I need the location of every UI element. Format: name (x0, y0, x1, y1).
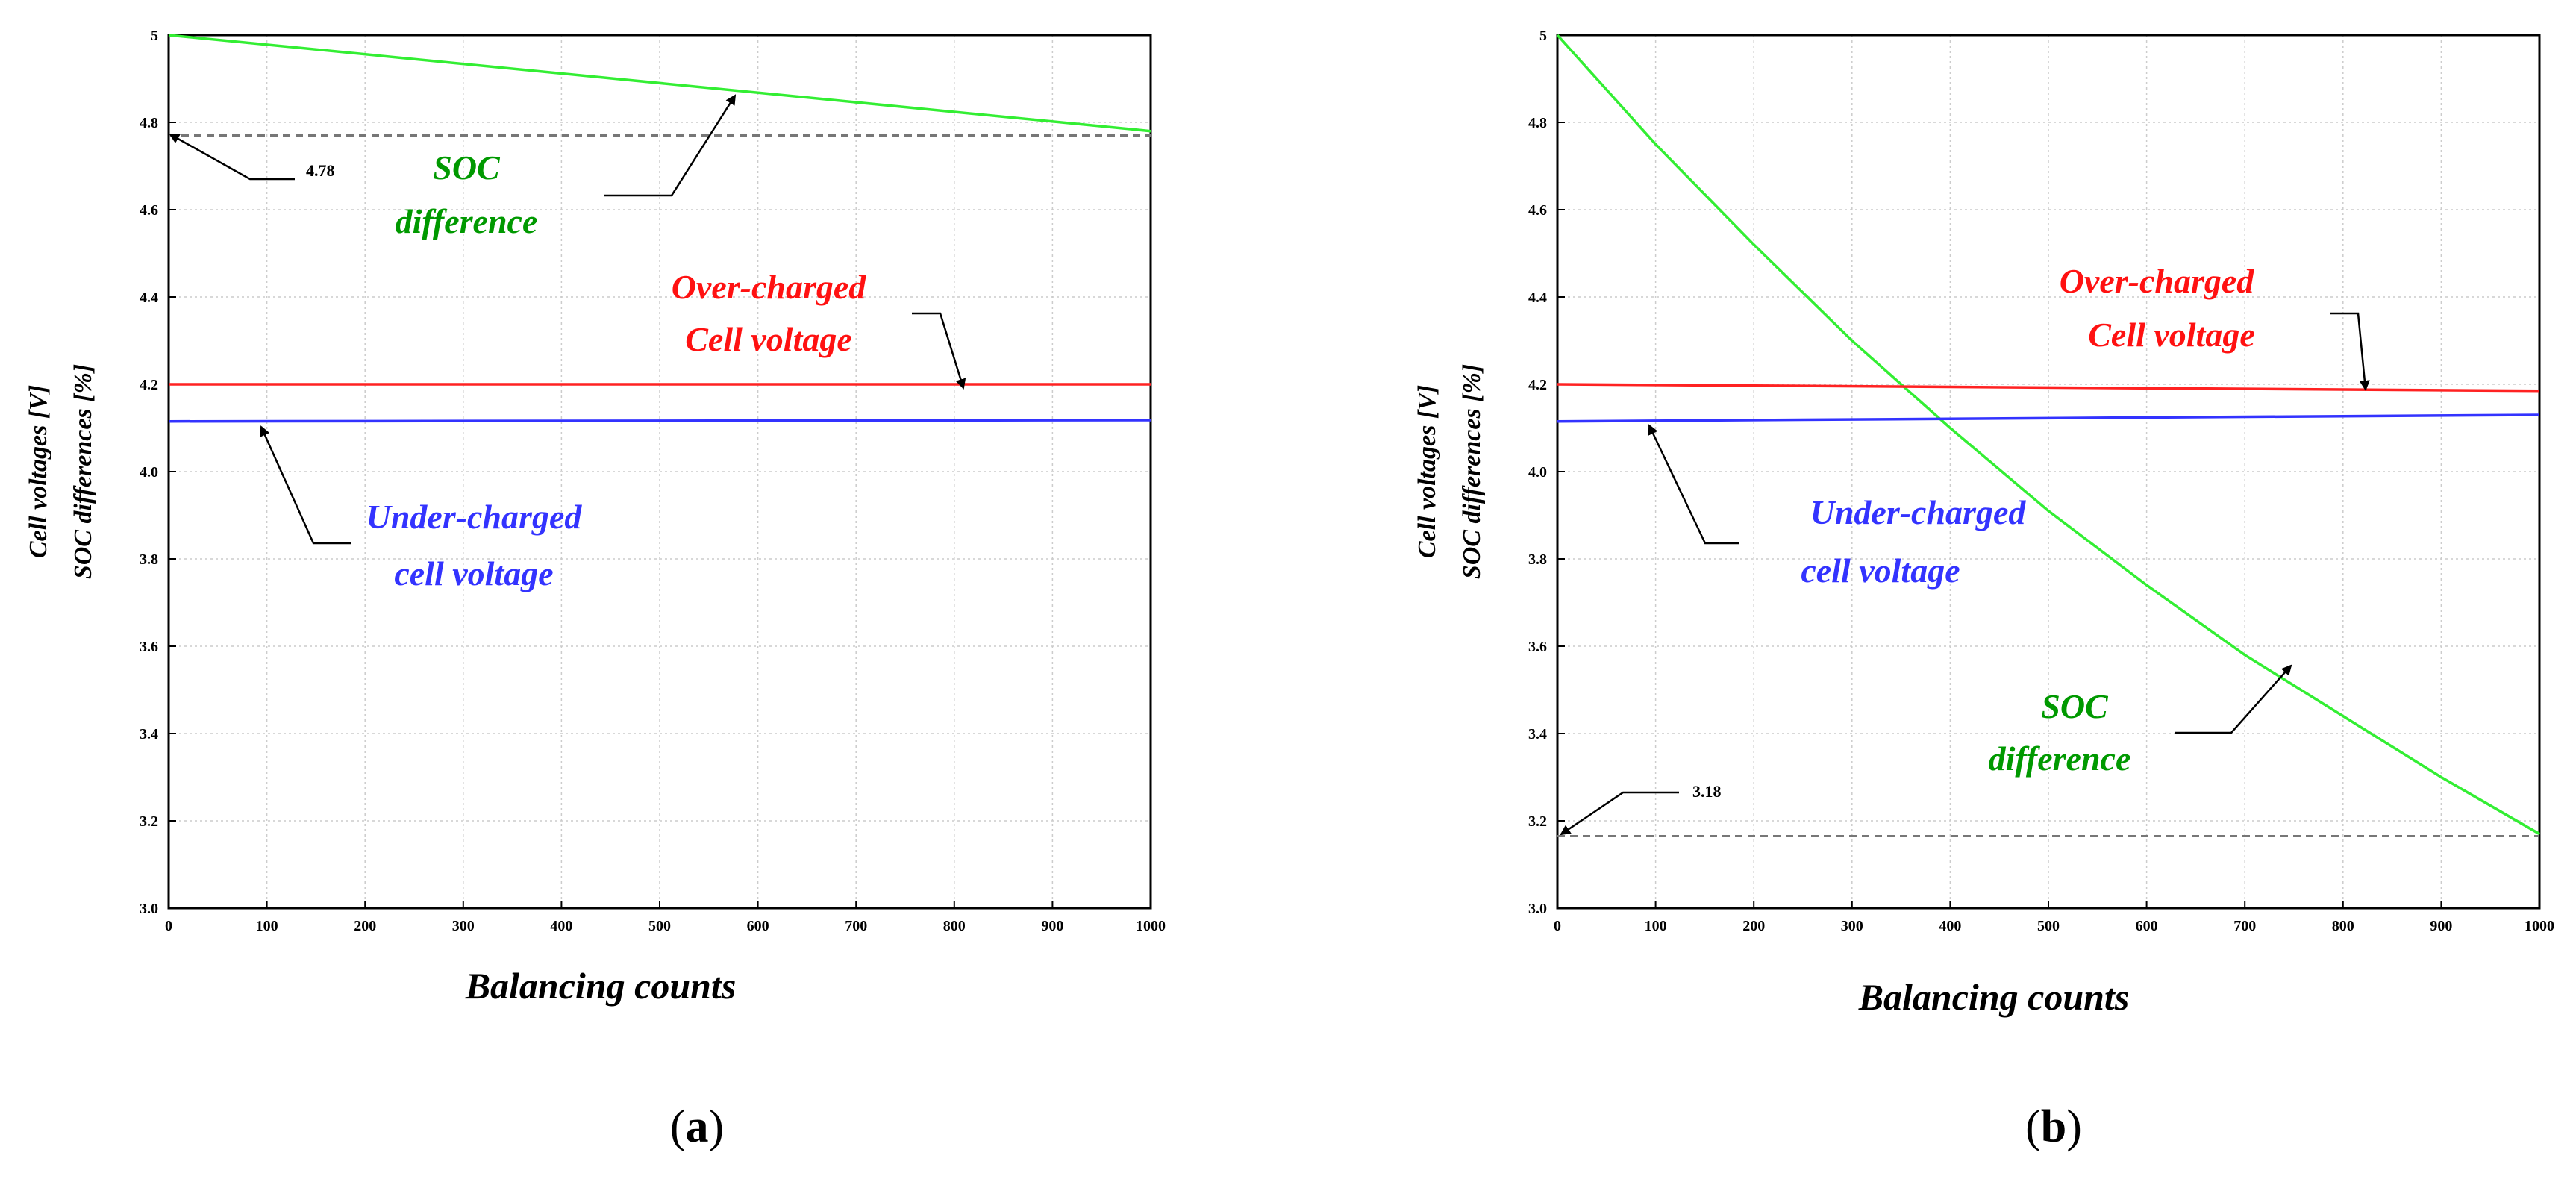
y-tick-label: 3.4 (140, 726, 158, 742)
ylabel-line1-a: Cell voltages [V] (25, 385, 52, 558)
xlabel-a: Balancing counts (465, 965, 737, 1007)
x-tick-label: 600 (2136, 918, 2158, 934)
over-annotation-line2-a: Cell voltage (685, 320, 852, 358)
ylabel-line2-b: SOC differences [%] (1458, 364, 1486, 579)
y-tick-label: 4.0 (1528, 464, 1547, 481)
y-tick-label: 5 (1539, 28, 1547, 44)
ref-value-label-a: 4.78 (306, 161, 335, 180)
under-annotation-line2-b: cell voltage (1801, 551, 1960, 590)
y-tick-label: 4.4 (1528, 290, 1547, 306)
y-tick-label: 4.6 (140, 202, 158, 219)
chart-panel-b: 0 100 200 300 400 500 600 700 800 900 1000 3.03.23… (1413, 28, 2554, 1152)
under-annotation-line1-b: Under-charged (1810, 493, 2027, 531)
series-line-over-charged-cell-voltage (1557, 383, 2540, 393)
series-a (168, 34, 1151, 423)
x-tick-label: 0 (1554, 918, 1561, 934)
y-tick-label: 3.4 (1528, 726, 1547, 742)
under-annotation-line2-a: cell voltage (394, 554, 553, 592)
x-tick-label: 700 (2233, 918, 2256, 934)
grid-a (169, 35, 1151, 908)
over-annotation-line2-b: Cell voltage (2088, 316, 2255, 354)
y-tick-label: 3.2 (1528, 813, 1547, 830)
series-line-soc-difference (168, 34, 1151, 133)
ylabel-line2-a: SOC differences [%] (69, 364, 97, 579)
y-tick-label: 3.6 (1528, 639, 1547, 655)
panel-label-b: (b) (2025, 1101, 2082, 1152)
x-tick-label: 100 (256, 918, 278, 934)
grid-b (1557, 35, 2539, 908)
y-tick-label: 4.2 (140, 377, 158, 393)
y-tick-label: 4.2 (1528, 377, 1547, 393)
x-tick-label: 1000 (2525, 918, 2554, 934)
x-ticks-b: 0 100 200 300 400 500 600 700 800 900 1000 (1554, 901, 2554, 934)
ref-value-label-b: 3.18 (1692, 782, 1722, 801)
y-tick-label: 4.6 (1528, 202, 1547, 219)
ylabel-line1-b: Cell voltages [V] (1413, 385, 1441, 558)
x-tick-label: 700 (845, 918, 867, 934)
x-tick-label: 600 (747, 918, 769, 934)
x-tick-label: 0 (165, 918, 172, 934)
series-line-under-charged-cell-voltage (168, 419, 1151, 423)
series-line-under-charged-cell-voltage (1557, 413, 2540, 423)
x-tick-label: 400 (1939, 918, 1961, 934)
over-arrow-b (2330, 312, 2370, 391)
under-arrow-a (260, 425, 351, 545)
over-arrow-a (912, 312, 966, 390)
y-tick-label: 3.6 (140, 639, 158, 655)
x-ticks-a: 0 100 200 300 400 500 600 700 800 900 1000 (165, 901, 1166, 934)
soc-annotation-line1-a: SOC (433, 148, 501, 187)
x-tick-label: 900 (1041, 918, 1063, 934)
soc-arrow-a (604, 94, 737, 197)
x-tick-label: 800 (943, 918, 966, 934)
x-tick-label: 900 (2430, 918, 2452, 934)
over-annotation-line1-b: Over-charged (2060, 262, 2255, 300)
y-tick-label: 3.8 (1528, 551, 1547, 568)
y-tick-label: 3.0 (1528, 901, 1547, 917)
y-tick-label: 3.8 (140, 551, 158, 568)
x-tick-label: 400 (550, 918, 572, 934)
x-tick-label: 1000 (1136, 918, 1166, 934)
y-tick-label: 4.8 (140, 115, 158, 131)
under-annotation-line1-a: Under-charged (366, 498, 583, 536)
y-tick-label: 4.4 (140, 290, 158, 306)
x-tick-label: 200 (354, 918, 376, 934)
y-tick-label: 5 (151, 28, 158, 44)
x-tick-label: 200 (1742, 918, 1765, 934)
x-tick-label: 500 (648, 918, 671, 934)
x-tick-label: 800 (2332, 918, 2354, 934)
series-b (1556, 34, 2540, 836)
y-tick-label: 4.0 (140, 464, 158, 481)
y-tick-label: 3.2 (140, 813, 158, 830)
x-tick-label: 300 (1841, 918, 1863, 934)
soc-annotation-line1-b: SOC (2041, 687, 2109, 725)
y-ticks-b: 3.0 3.2 3.4 3.6 3.8 4.0 4.2 4.4 4.6 4.8 5 (1528, 28, 1565, 917)
over-annotation-line1-a: Over-charged (672, 268, 867, 306)
soc-annotation-line2-b: difference (1989, 739, 2131, 778)
panel-label-a: (a) (670, 1101, 724, 1152)
ref-arrow-b (1560, 791, 1679, 836)
xlabel-b: Balancing counts (1858, 976, 2130, 1018)
y-tick-label: 3.0 (140, 901, 158, 917)
y-ticks-a: 3.0 3.2 3.4 3.6 3.8 4.0 4.2 4.4 4.6 4.8 5 (140, 28, 176, 917)
soc-arrow-b (2175, 664, 2292, 734)
x-tick-label: 500 (2037, 918, 2060, 934)
under-arrow-b (1648, 424, 1739, 545)
soc-annotation-line2-a: difference (396, 202, 538, 240)
x-tick-label: 100 (1645, 918, 1667, 934)
ref-arrow-a (169, 133, 295, 181)
series-line-soc-difference (1556, 34, 2540, 836)
chart-panel-a: 0 100 200 300 400 500 600 700 800 900 1000 3.03.23… (25, 28, 1166, 1152)
y-tick-label: 4.8 (1528, 115, 1547, 131)
x-tick-label: 300 (452, 918, 475, 934)
